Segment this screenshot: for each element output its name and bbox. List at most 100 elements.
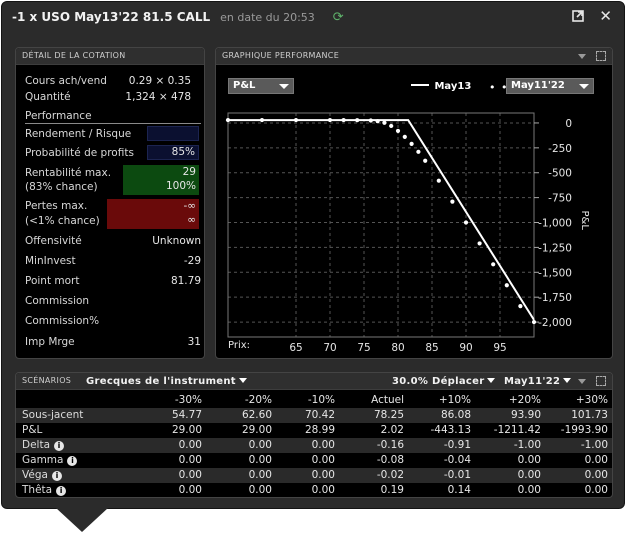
- y-tick-label: -250: [548, 143, 572, 155]
- breakeven-label: Point mort: [25, 275, 80, 287]
- expand-icon[interactable]: [596, 51, 606, 61]
- series-may11-point: [341, 117, 346, 123]
- pl-chart[interactable]: 0 -250 -500 -750 -1,000 -1,250 -1,500 -1,750 -2,…: [216, 97, 612, 357]
- scenario-cell: -0.91: [443, 439, 471, 451]
- x-tick-label: 65: [289, 342, 302, 354]
- y-tick-label: -750: [548, 193, 572, 205]
- chevron-down-icon: [579, 84, 589, 89]
- scenario-cell: 0.00: [248, 454, 272, 466]
- scenario-row: P&L 29.00 29.00 28.99 2.02 -443.13 -1211.42 -19…: [16, 423, 612, 438]
- popout-icon[interactable]: [572, 10, 584, 22]
- greeks-dropdown[interactable]: Grecques de l'instrument: [86, 373, 247, 390]
- series-may11-point: [518, 304, 523, 309]
- max-loss-value: -∞: [183, 200, 196, 212]
- scenario-cell: 0.00: [248, 439, 272, 451]
- performance-window: -1 x USO May13'22 81.5 CALL en date du 2…: [1, 1, 625, 509]
- scenarios-title: SCÉNARIOS: [22, 376, 72, 385]
- max-loss-chance: (<1% chance): [25, 215, 100, 227]
- max-profit-percent: 100%: [165, 180, 196, 192]
- scenario-cell: 0.00: [517, 469, 541, 481]
- scenario-row-label: Thêta i: [22, 483, 67, 498]
- series-may11-point: [531, 319, 537, 325]
- series-may11-point: [375, 119, 380, 124]
- max-profit-box: 29 100%: [123, 165, 199, 195]
- window-subtitle: en date du 20:53: [220, 10, 315, 24]
- move-dropdown[interactable]: 30.0% Déplacer: [392, 373, 496, 390]
- panel-menu-caret-icon[interactable]: [578, 54, 586, 59]
- scenario-date-value: May11'22: [504, 376, 561, 387]
- metric-dropdown[interactable]: P&L: [228, 78, 294, 94]
- scenario-cell: 101.73: [571, 409, 608, 421]
- series-may11-point: [389, 123, 394, 129]
- series-may13-line: [228, 119, 535, 321]
- commission-pct-label: Commission%: [25, 315, 100, 327]
- performance-divider: [25, 123, 201, 124]
- legend-solid: May13: [411, 81, 471, 93]
- y-tick-label: 0: [565, 118, 572, 130]
- scenario-column-header: -20%: [244, 394, 272, 406]
- y-tick-label: -1,000: [538, 218, 572, 230]
- scenario-cell: 29.00: [241, 424, 272, 436]
- series-may11-point: [402, 134, 407, 139]
- series-may11-point: [491, 262, 496, 267]
- scenario-row-label: Véga i: [22, 468, 62, 483]
- scenario-cell: 0.00: [311, 439, 335, 451]
- series-may11-point: [368, 118, 373, 123]
- scenario-cell: -1.00: [513, 439, 541, 451]
- scenario-column-header: -30%: [174, 394, 202, 406]
- y-tick-label: -500: [548, 168, 572, 180]
- panel-menu-caret-icon[interactable]: [578, 379, 586, 384]
- aggressiveness-label: Offensivité: [25, 235, 82, 247]
- series-may11-point: [409, 141, 414, 146]
- quantity-value: 1,324 × 478: [125, 91, 191, 103]
- y-tick-label: -1,750: [538, 292, 572, 304]
- window-title: -1 x USO May13'22 81.5 CALL: [12, 10, 211, 24]
- expand-icon[interactable]: [596, 376, 606, 386]
- min-invest-label: MinInvest: [25, 255, 76, 267]
- scenario-row-label: Sous-jacent: [22, 408, 83, 423]
- scenario-row: Véga i 0.00 0.00 0.00 -0.02 -0.01 0.00 0.00: [16, 468, 612, 483]
- max-loss-label: Pertes max.: [25, 200, 88, 212]
- performance-chart-panel: GRAPHIQUE PERFORMANCE P&L May13 • • May1…: [215, 47, 613, 359]
- close-icon[interactable]: ✕: [599, 7, 612, 25]
- info-icon[interactable]: i: [54, 441, 65, 451]
- scenarios-panel: SCÉNARIOS Grecques de l'instrument 30.0%…: [15, 372, 613, 498]
- callout-pointer: [56, 508, 108, 532]
- max-profit-label: Rentabilité max.: [25, 167, 112, 179]
- quote-detail-panel: DÉTAIL DE LA COTATION Cours ach/vend 0.2…: [15, 47, 205, 359]
- move-dropdown-value: 30.0% Déplacer: [392, 376, 485, 387]
- info-icon[interactable]: i: [56, 486, 67, 496]
- min-invest-value: -29: [183, 255, 201, 267]
- series-may11-point: [436, 178, 441, 183]
- max-profit-value: 29: [182, 166, 196, 178]
- x-tick-label: 70: [323, 342, 336, 354]
- scenario-cell: -1.00: [580, 439, 608, 451]
- scenario-cell: 0.19: [380, 484, 404, 496]
- info-icon[interactable]: i: [67, 456, 78, 466]
- refresh-icon[interactable]: ⟳: [332, 9, 344, 25]
- scenario-cell: 70.42: [304, 409, 335, 421]
- scenario-row-label-text: Delta: [22, 439, 51, 451]
- scenario-cell: 0.00: [178, 454, 202, 466]
- series-may11-point: [504, 283, 509, 288]
- series-may11-point: [450, 199, 455, 204]
- probability-value: 85%: [171, 146, 195, 158]
- scenario-cell: 0.00: [517, 484, 541, 496]
- scenario-cell: 0.00: [178, 484, 202, 496]
- scenario-date-dropdown[interactable]: May11'22: [504, 373, 572, 390]
- scenario-cell: -0.08: [376, 454, 404, 466]
- scenario-cell: 0.00: [178, 469, 202, 481]
- greeks-dropdown-value: Grecques de l'instrument: [86, 376, 236, 387]
- info-icon[interactable]: i: [51, 471, 62, 481]
- series-may11-point: [327, 117, 333, 123]
- scenario-cell: 2.02: [380, 424, 404, 436]
- scenario-cell: 86.08: [440, 409, 471, 421]
- date-dropdown[interactable]: May11'22: [506, 78, 594, 94]
- series-may11-point: [355, 118, 360, 123]
- yield-risk-label: Rendement / Risque: [25, 128, 132, 140]
- scenario-column-header: +10%: [438, 394, 471, 406]
- scenario-row-label-text: Gamma: [22, 454, 64, 466]
- chevron-down-icon: [238, 378, 247, 383]
- max-loss-box: -∞ ∞: [107, 199, 199, 229]
- scenario-row-label-text: Thêta: [22, 484, 53, 496]
